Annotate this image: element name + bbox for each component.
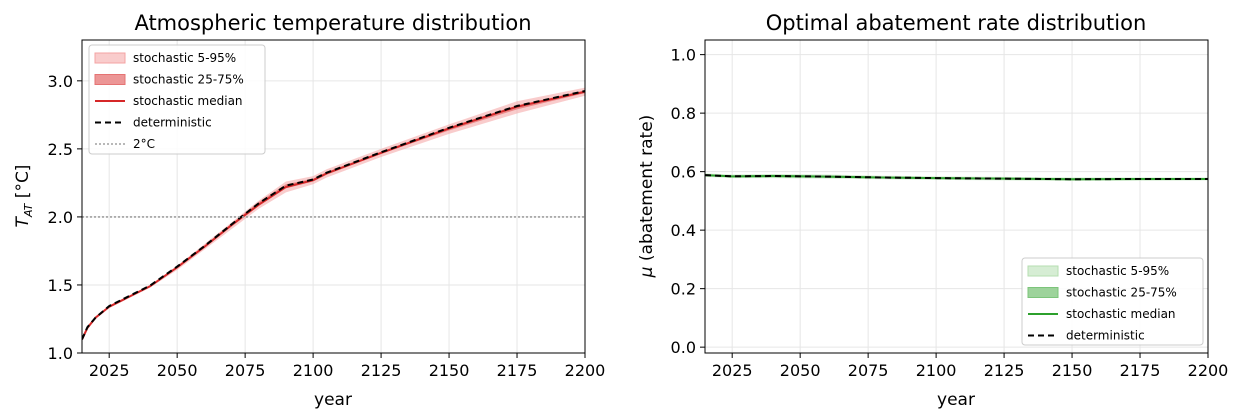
legend-label: stochastic median — [133, 94, 243, 108]
x-tick-label: 2150 — [429, 361, 470, 380]
y-axis-label-temperature: TAT [°C] — [13, 165, 35, 228]
x-tick-label: 2025 — [89, 361, 130, 380]
legend-label: deterministic — [1066, 329, 1145, 343]
x-tick-label: 2100 — [293, 361, 334, 380]
legend-label: deterministic — [133, 116, 212, 130]
legend-label: stochastic 25-75% — [133, 73, 244, 87]
x-axis-label-abatement: year — [937, 390, 975, 410]
deterministic-line — [82, 90, 585, 340]
y-tick-label: 0.8 — [671, 104, 696, 123]
y-axis-label-abatement: μ (abatement rate) — [637, 115, 657, 279]
legend-label: stochastic 5-95% — [1066, 264, 1169, 278]
y-tick-label: 1.0 — [671, 46, 696, 65]
y-tick-label: 0.4 — [671, 221, 696, 240]
x-tick-label: 2075 — [848, 361, 889, 380]
x-tick-label: 2100 — [916, 361, 957, 380]
legend-label: stochastic 5-95% — [133, 51, 236, 65]
x-tick-label: 2175 — [497, 361, 538, 380]
y-tick-label: 2.5 — [48, 140, 73, 159]
plot-area-abatement — [705, 173, 1208, 181]
chart-title-abatement: Optimal abatement rate distribution — [766, 11, 1147, 35]
x-tick-label: 2075 — [225, 361, 266, 380]
y-tick-label: 2.0 — [48, 208, 73, 227]
x-tick-label: 2025 — [712, 361, 753, 380]
legend-label: stochastic 25-75% — [1066, 286, 1177, 300]
temperature-chart: Atmospheric temperature distribution 202… — [13, 11, 605, 410]
legend-box — [1021, 257, 1204, 346]
ticks-abatement: 2025 2050 2075 2100 2125 2150 2175 2200 0.0 0.2 0.… — [671, 46, 1229, 380]
y-tick-label: 3.0 — [48, 72, 73, 91]
legend-temperature: stochastic 5-95% stochastic 25-75% stochas… — [88, 44, 266, 155]
axes-frame-abatement — [704, 39, 1209, 354]
legend-swatch — [94, 52, 126, 64]
x-tick-label: 2175 — [1120, 361, 1161, 380]
x-tick-label: 2150 — [1052, 361, 1093, 380]
y-tick-label: 1.5 — [48, 276, 73, 295]
abatement-chart: Optimal abatement rate distribution 2025… — [637, 11, 1228, 410]
y-tick-label: 0.2 — [671, 280, 696, 299]
x-tick-label: 2050 — [157, 361, 198, 380]
legend-swatch — [1027, 265, 1059, 277]
legend-swatch — [1027, 287, 1059, 298]
series-group — [705, 173, 1208, 181]
legend-label: 2°C — [133, 137, 155, 151]
legend-abatement: stochastic 5-95% stochastic 25-75% stochas… — [1021, 257, 1204, 346]
x-tick-label: 2200 — [565, 361, 606, 380]
legend-label: stochastic median — [1066, 307, 1176, 321]
x-tick-label: 2050 — [780, 361, 821, 380]
x-axis-label-temperature: year — [314, 390, 352, 410]
ticks-temperature: 2025 2050 2075 2100 2125 2150 2175 2200 1.0 1.5 2.… — [48, 72, 606, 380]
chart-title-temperature: Atmospheric temperature distribution — [134, 11, 531, 35]
plot-area-temperature — [82, 87, 585, 340]
axes-frame-temperature — [81, 39, 586, 354]
series-group — [82, 87, 585, 340]
legend-swatch — [94, 74, 126, 85]
legend-box — [88, 44, 266, 155]
y-tick-label: 1.0 — [48, 344, 73, 363]
x-tick-label: 2200 — [1188, 361, 1229, 380]
deterministic-line — [705, 174, 1208, 181]
y-tick-label: 0.6 — [671, 163, 696, 182]
x-tick-label: 2125 — [984, 361, 1025, 380]
y-tick-label: 0.0 — [671, 338, 696, 357]
x-tick-label: 2125 — [361, 361, 402, 380]
